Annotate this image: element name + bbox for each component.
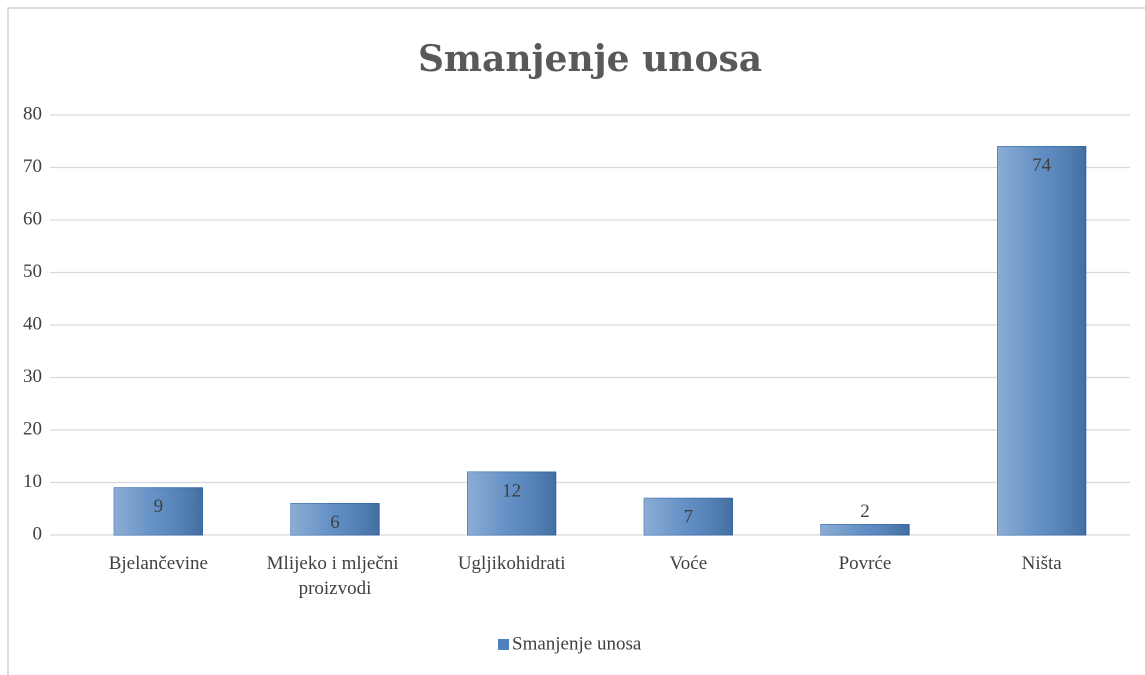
x-tick-label: Mlijeko i mlječni proizvodi [267,553,404,599]
bar-shine [820,524,910,535]
legend-swatch [498,639,509,650]
x-tick-label: Bjelančevine [109,553,208,574]
data-label: 9 [154,496,164,517]
chart-title: Smanjenje unosa [418,38,762,80]
y-tick-label: 70 [23,156,42,177]
y-tick-label: 80 [23,103,42,124]
y-tick-label: 20 [23,418,42,439]
data-label: 7 [684,507,694,528]
data-label: 12 [502,480,521,501]
y-tick-label: 50 [23,261,42,282]
bar-shine [644,498,733,535]
bar-shine [467,472,556,535]
y-tick-label: 60 [23,208,42,229]
x-tick-label: Ugljikohidrati [458,553,566,574]
y-tick-label: 0 [33,523,43,544]
bar-shine [290,503,380,535]
bar-shine [114,487,203,535]
bar-shine [997,146,1086,535]
y-tick-label: 40 [23,313,42,334]
data-label: 74 [1032,155,1052,176]
y-tick-label: 10 [23,471,42,492]
data-label: 2 [860,501,870,522]
data-label: 6 [330,512,340,533]
x-tick-label: Povrće [839,553,892,574]
x-tick-label: Ništa [1022,553,1063,574]
y-tick-label: 30 [23,366,42,387]
chart-frame [7,7,1145,675]
legend-label: Smanjenje unosa [512,633,642,654]
x-tick-label: Voće [670,553,708,574]
